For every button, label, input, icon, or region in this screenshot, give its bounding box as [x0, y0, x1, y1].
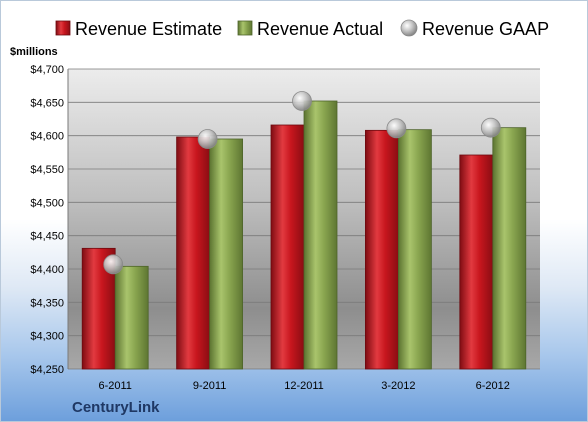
- y-axis-unit-label: $millions: [10, 46, 58, 58]
- legend-marker-gaap: [400, 19, 418, 37]
- bar-revenue-actual: [303, 100, 338, 370]
- company-name: CenturyLink: [72, 399, 160, 416]
- y-tick-label: $4,600: [30, 131, 64, 143]
- bar-revenue-estimate: [176, 136, 211, 370]
- y-tick-label: $4,650: [30, 97, 64, 109]
- x-tick-label: 6-2011: [98, 380, 131, 392]
- y-tick-label: $4,350: [30, 297, 64, 309]
- y-tick-label: $4,500: [30, 197, 64, 209]
- legend-swatch-actual: [237, 20, 253, 36]
- marker-revenue-gaap: [386, 118, 407, 139]
- legend: Revenue Estimate Revenue Actual Revenue …: [55, 19, 549, 39]
- y-tick-label: $4,250: [30, 364, 64, 376]
- bar-revenue-actual: [397, 129, 432, 370]
- y-tick-label: $4,300: [30, 331, 64, 343]
- y-tick-label: $4,450: [30, 231, 64, 243]
- bar-revenue-estimate: [459, 154, 494, 370]
- legend-label-actual: Revenue Actual: [257, 19, 383, 39]
- y-tick-label: $4,400: [30, 264, 64, 276]
- legend-swatch-estimate: [55, 20, 71, 36]
- bar-revenue-actual: [114, 265, 149, 370]
- marker-revenue-gaap: [292, 91, 312, 111]
- bar-revenue-estimate: [270, 124, 305, 370]
- marker-revenue-gaap: [103, 254, 124, 275]
- marker-revenue-gaap: [197, 129, 218, 149]
- legend-label-estimate: Revenue Estimate: [75, 19, 222, 39]
- marker-revenue-gaap: [480, 117, 501, 138]
- bar-revenue-actual: [209, 138, 244, 370]
- y-tick-label: $4,700: [30, 64, 64, 76]
- legend-label-gaap: Revenue GAAP: [422, 19, 549, 39]
- bar-revenue-estimate: [364, 129, 399, 370]
- x-tick-label: 9-2011: [193, 380, 226, 392]
- x-tick-label: 12-2011: [284, 380, 324, 392]
- y-tick-label: $4,550: [30, 164, 64, 176]
- x-tick-label: 3-2012: [381, 380, 415, 392]
- bar-revenue-actual: [492, 127, 527, 370]
- x-tick-label: 6-2012: [476, 380, 510, 392]
